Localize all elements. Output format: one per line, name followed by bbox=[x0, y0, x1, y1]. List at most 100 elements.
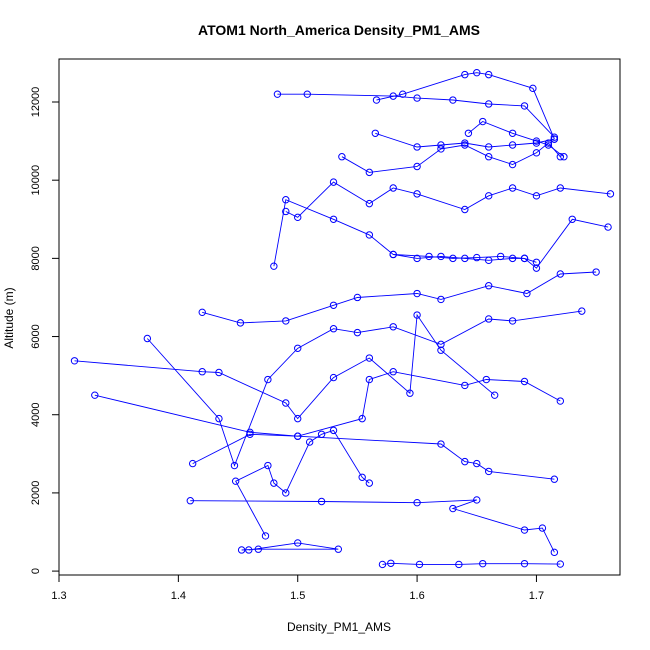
data-point bbox=[389, 323, 397, 331]
data-point bbox=[485, 143, 493, 151]
series-line bbox=[376, 72, 555, 140]
y-tick-label: 2000 bbox=[30, 481, 42, 505]
data-point bbox=[560, 153, 568, 161]
series-line bbox=[273, 199, 537, 267]
data-point bbox=[532, 149, 541, 157]
data-point bbox=[508, 160, 517, 169]
data-point bbox=[479, 559, 487, 568]
data-point bbox=[186, 497, 194, 505]
data-point bbox=[461, 141, 469, 149]
data-point bbox=[236, 319, 245, 327]
data-point bbox=[270, 262, 278, 270]
data-point bbox=[520, 559, 529, 568]
data-point bbox=[473, 68, 481, 77]
data-point bbox=[485, 100, 493, 108]
data-point bbox=[413, 162, 421, 171]
data-point bbox=[520, 526, 529, 534]
data-point bbox=[556, 560, 565, 568]
data-point bbox=[282, 489, 290, 497]
data-point bbox=[461, 457, 469, 466]
data-point bbox=[215, 414, 223, 423]
data-point bbox=[508, 184, 517, 192]
data-point bbox=[473, 496, 481, 504]
data-point bbox=[485, 153, 493, 161]
data-point bbox=[455, 560, 463, 569]
data-point bbox=[544, 141, 553, 149]
data-point bbox=[246, 428, 254, 437]
data-point bbox=[556, 397, 565, 405]
data-point bbox=[473, 253, 481, 262]
data-point bbox=[282, 317, 290, 325]
series-line bbox=[190, 499, 555, 553]
series-line bbox=[74, 313, 495, 420]
data-point bbox=[437, 340, 445, 349]
x-axis-label: Density_PM1_AMS bbox=[287, 620, 391, 634]
data-point bbox=[329, 215, 338, 223]
data-point bbox=[294, 539, 302, 547]
data-point bbox=[437, 440, 445, 448]
data-point bbox=[490, 391, 499, 399]
y-tick-label: 6000 bbox=[30, 324, 42, 348]
data-point bbox=[461, 139, 469, 147]
data-point bbox=[91, 391, 99, 399]
data-point bbox=[496, 252, 505, 261]
series-line bbox=[146, 310, 582, 467]
data-point bbox=[329, 373, 338, 382]
data-point bbox=[413, 254, 421, 263]
data-point bbox=[479, 117, 487, 126]
series-line bbox=[341, 142, 561, 173]
data-point bbox=[329, 301, 338, 309]
data-point bbox=[371, 129, 380, 137]
data-point bbox=[485, 282, 493, 290]
data-point bbox=[532, 137, 541, 145]
data-point bbox=[389, 184, 397, 192]
data-point bbox=[413, 94, 421, 102]
series-line bbox=[375, 132, 555, 148]
data-point bbox=[461, 205, 469, 214]
data-point bbox=[485, 467, 493, 476]
data-point bbox=[413, 143, 421, 151]
data-point bbox=[358, 473, 366, 481]
data-point bbox=[215, 368, 223, 377]
data-point bbox=[317, 497, 326, 506]
data-point bbox=[261, 532, 270, 540]
data-point bbox=[425, 252, 433, 261]
data-point bbox=[550, 133, 559, 141]
data-point bbox=[365, 199, 374, 208]
data-point bbox=[485, 70, 493, 79]
chart-title: ATOM1 North_America Density_PM1_AMS bbox=[198, 22, 480, 38]
x-tick-label: 1.4 bbox=[171, 590, 186, 602]
data-point bbox=[550, 548, 559, 557]
data-point bbox=[437, 252, 445, 261]
data-point bbox=[399, 90, 407, 98]
data-point bbox=[389, 250, 397, 259]
data-point bbox=[413, 289, 421, 298]
data-point bbox=[329, 325, 338, 333]
data-point bbox=[378, 560, 387, 569]
data-point bbox=[282, 196, 290, 204]
data-point bbox=[282, 399, 290, 407]
data-point bbox=[353, 293, 362, 302]
data-point bbox=[389, 92, 397, 100]
data-point bbox=[529, 84, 537, 93]
y-tick-label: 0 bbox=[30, 568, 42, 574]
data-point bbox=[482, 375, 491, 384]
series-line bbox=[285, 181, 611, 218]
data-point bbox=[508, 141, 517, 149]
data-point bbox=[415, 560, 424, 569]
data-point bbox=[538, 524, 547, 532]
data-point bbox=[273, 90, 282, 98]
data-point bbox=[365, 375, 374, 384]
data-point bbox=[532, 264, 541, 272]
data-point bbox=[365, 231, 374, 239]
data-point bbox=[282, 207, 290, 216]
data-point bbox=[294, 414, 302, 423]
data-point bbox=[143, 334, 152, 343]
data-point bbox=[338, 153, 346, 161]
data-point bbox=[406, 389, 414, 397]
y-tick-label: 10000 bbox=[30, 165, 42, 196]
data-point bbox=[532, 258, 541, 266]
series-line bbox=[192, 433, 555, 480]
data-point bbox=[264, 375, 272, 384]
